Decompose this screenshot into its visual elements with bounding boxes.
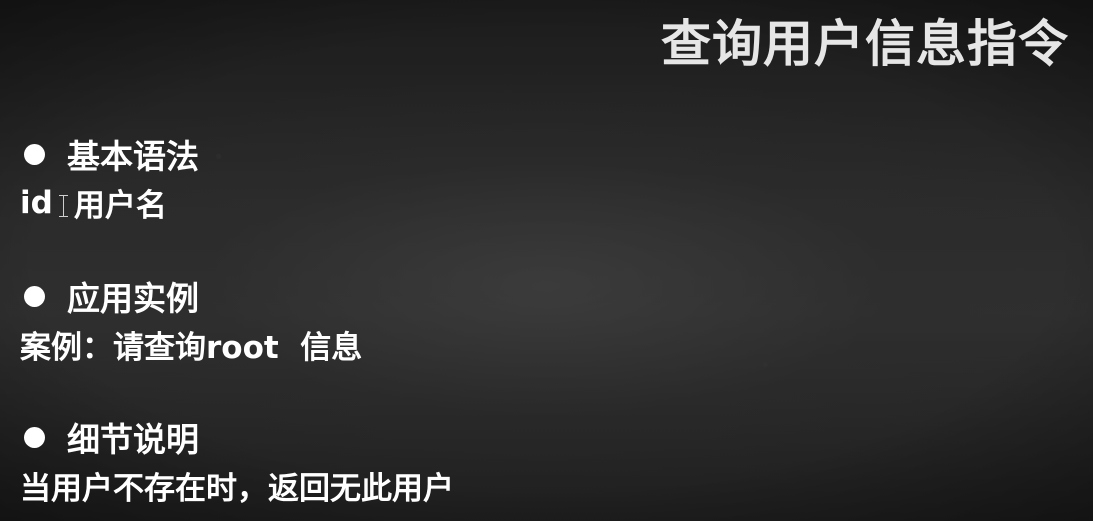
section-content: 当用户不存在时，返回无此用户 xyxy=(20,471,454,507)
slide-title: 查询用户信息指令 xyxy=(661,15,1069,73)
section-heading-text: 应用实例 xyxy=(67,279,199,318)
argument-text: 用户名 xyxy=(73,188,167,224)
section-content: id 用户名 xyxy=(20,180,199,225)
section-heading-text: 细节说明 xyxy=(67,420,199,459)
section-heading: 基本语法 xyxy=(20,130,199,178)
section-details: 细节说明 当用户不存在时，返回无此用户 xyxy=(20,413,454,508)
section-heading: 细节说明 xyxy=(20,413,454,461)
command-text: id xyxy=(20,184,53,221)
section-basic-syntax: 基本语法 id 用户名 xyxy=(20,130,199,225)
text-cursor-icon xyxy=(58,194,68,217)
section-heading-text: 基本语法 xyxy=(67,137,199,176)
section-heading: 应用实例 xyxy=(20,272,362,320)
bullet-icon xyxy=(24,426,45,448)
section-content: 案例：请查询root 信息 xyxy=(20,330,363,366)
bullet-icon xyxy=(24,285,45,307)
bullet-icon xyxy=(24,143,45,165)
section-example: 应用实例 案例：请查询root 信息 xyxy=(20,272,362,367)
